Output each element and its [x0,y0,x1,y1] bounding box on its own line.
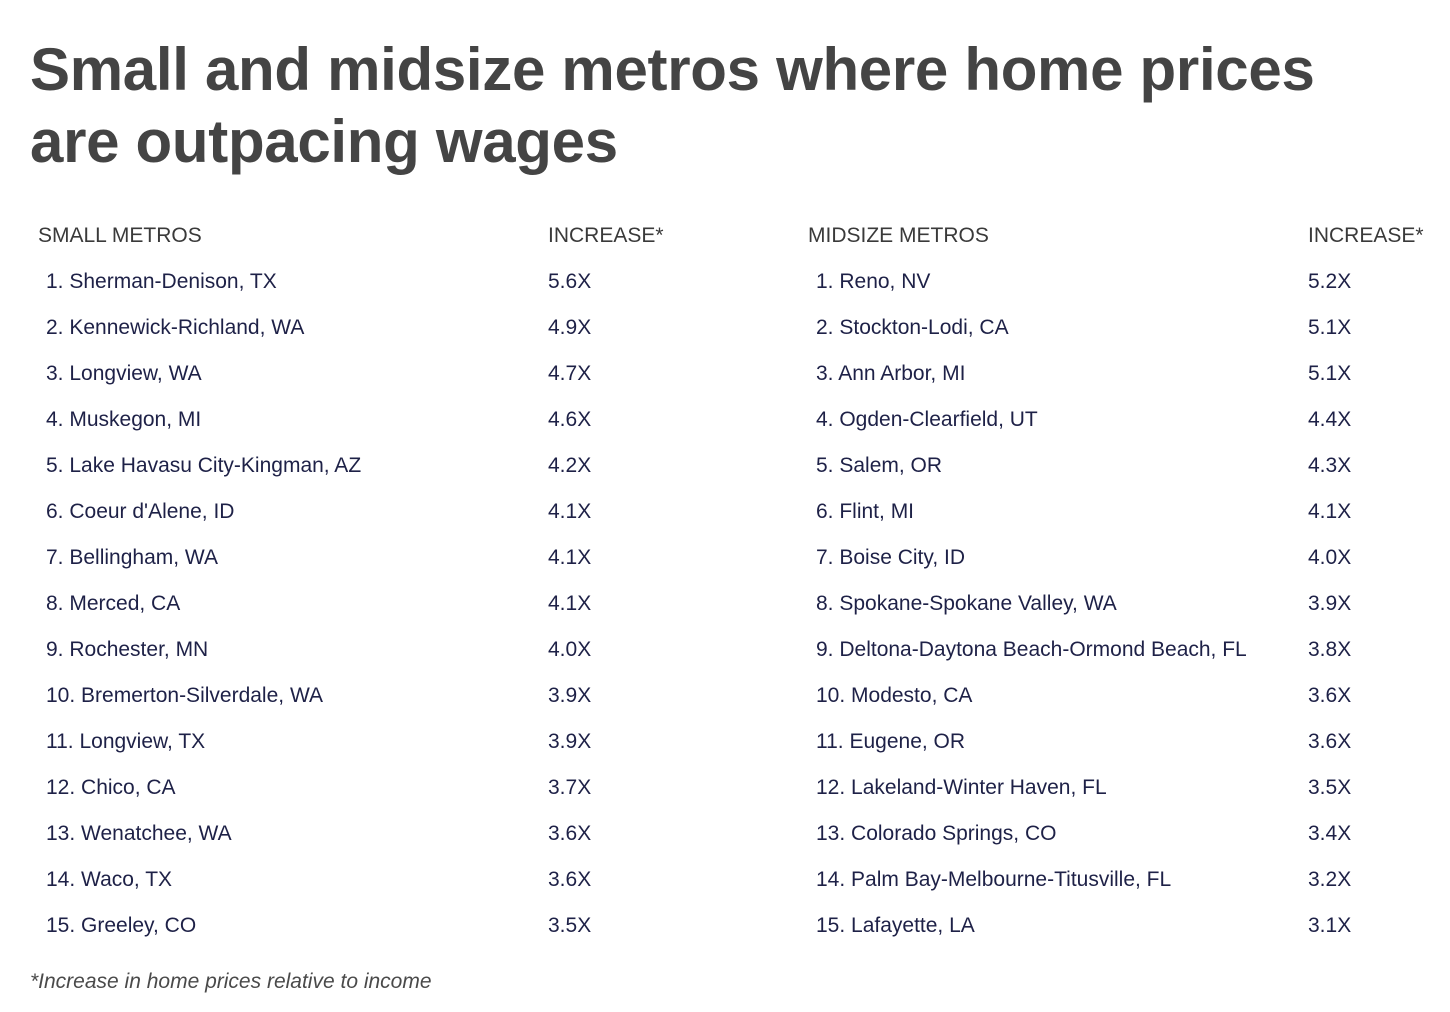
table-row: 9. Rochester, MN 4.0X [46,627,606,673]
metro-name: 4. Muskegon, MI [46,408,202,431]
metro-name: 7. Bellingham, WA [46,546,218,569]
increase-value: 3.8X [1308,638,1352,661]
metro-name: 1. Sherman-Denison, TX [46,270,277,293]
increase-value: 4.1X [1308,500,1352,523]
metro-name: 8. Merced, CA [46,592,181,615]
table-row: 15. Lafayette, LA 3.1X [816,903,1376,949]
metro-name: 11. Longview, TX [46,730,206,753]
table-row: 3. Ann Arbor, MI 5.1X [816,351,1376,397]
table-row: 8. Spokane-Spokane Valley, WA 3.9X [816,581,1376,627]
table-row: 1. Sherman-Denison, TX 5.6X [46,259,606,305]
increase-value: 4.7X [548,362,592,385]
increase-value: 4.1X [548,592,592,615]
metro-name: 15. Lafayette, LA [816,914,975,937]
increase-value: 4.9X [548,316,592,339]
metro-name: 9. Rochester, MN [46,638,209,661]
increase-value: 3.5X [548,914,592,937]
table-row: 6. Flint, MI 4.1X [816,489,1376,535]
increase-value: 5.1X [1308,362,1352,385]
midsize-metros-list: 1. Reno, NV 5.2X 2. Stockton-Lodi, CA 5.1X 3… [816,259,1376,949]
increase-value: 4.1X [548,500,592,523]
midsize-metros-header: MIDSIZE METROS [808,224,989,247]
increase-value: 3.1X [1308,914,1352,937]
small-metros-list: 1. Sherman-Denison, TX 5.6X 2. Kennewick-R… [46,259,606,949]
increase-value: 3.4X [1308,822,1352,845]
table-row: 12. Chico, CA 3.7X [46,765,606,811]
metro-name: 13. Wenatchee, WA [46,822,232,845]
increase-value: 4.0X [548,638,592,661]
table-row: 3. Longview, WA 4.7X [46,351,606,397]
metro-name: 1. Reno, NV [816,270,931,293]
metro-name: 6. Coeur d'Alene, ID [46,500,235,523]
metro-name: 10. Modesto, CA [816,684,973,707]
metro-name: 12. Lakeland-Winter Haven, FL [816,776,1107,799]
metro-name: 5. Salem, OR [816,454,943,477]
table-row: 14. Waco, TX 3.6X [46,857,606,903]
table-row: 5. Salem, OR 4.3X [816,443,1376,489]
increase-value: 4.1X [548,546,592,569]
table-row: 15. Greeley, CO 3.5X [46,903,606,949]
metro-name: 9. Deltona-Daytona Beach-Ormond Beach, F… [816,638,1247,661]
small-metros-header: SMALL METROS [38,224,202,247]
table-row: 12. Lakeland-Winter Haven, FL 3.5X [816,765,1376,811]
metro-name: 14. Waco, TX [46,868,173,891]
increase-value: 3.6X [1308,730,1352,753]
increase-value: 3.6X [548,822,592,845]
table-row: 7. Boise City, ID 4.0X [816,535,1376,581]
metro-name: 8. Spokane-Spokane Valley, WA [816,592,1117,615]
metro-name: 11. Eugene, OR [816,730,966,753]
increase-value: 3.7X [548,776,592,799]
table-row: 14. Palm Bay-Melbourne-Titusville, FL 3.2… [816,857,1376,903]
table-row: 2. Stockton-Lodi, CA 5.1X [816,305,1376,351]
page-title: Small and midsize metros where home pric… [30,36,1315,175]
increase-value: 5.2X [1308,270,1352,293]
metro-name: 10. Bremerton-Silverdale, WA [46,684,323,707]
increase-value: 5.6X [548,270,592,293]
metro-name: 5. Lake Havasu City-Kingman, AZ [46,454,362,477]
metro-name: 4. Ogden-Clearfield, UT [816,408,1038,431]
metro-name: 15. Greeley, CO [46,914,197,937]
increase-value: 3.6X [1308,684,1352,707]
table-row: 10. Bremerton-Silverdale, WA 3.9X [46,673,606,719]
increase-value: 5.1X [1308,316,1352,339]
increase-value: 3.9X [548,730,592,753]
metro-name: 7. Boise City, ID [816,546,965,569]
metro-name: 2. Kennewick-Richland, WA [46,316,305,339]
table-row: 8. Merced, CA 4.1X [46,581,606,627]
increase-value: 3.6X [548,868,592,891]
midsize-increase-header: INCREASE* [1308,224,1424,247]
increase-value: 3.9X [1308,592,1352,615]
increase-value: 3.9X [548,684,592,707]
table-row: 4. Ogden-Clearfield, UT 4.4X [816,397,1376,443]
increase-value: 4.2X [548,454,592,477]
table-row: 11. Eugene, OR 3.6X [816,719,1376,765]
table-row: 6. Coeur d'Alene, ID 4.1X [46,489,606,535]
metro-name: 3. Ann Arbor, MI [816,362,966,385]
metro-name: 13. Colorado Springs, CO [816,822,1057,845]
table-row: 4. Muskegon, MI 4.6X [46,397,606,443]
increase-value: 4.4X [1308,408,1352,431]
metro-name: 3. Longview, WA [46,362,202,385]
table-row: 9. Deltona-Daytona Beach-Ormond Beach, F… [816,627,1376,673]
table-row: 13. Colorado Springs, CO 3.4X [816,811,1376,857]
increase-value: 4.0X [1308,546,1352,569]
footnote: *Increase in home prices relative to inc… [30,970,432,993]
table-row: 7. Bellingham, WA 4.1X [46,535,606,581]
table-row: 5. Lake Havasu City-Kingman, AZ 4.2X [46,443,606,489]
table-row: 1. Reno, NV 5.2X [816,259,1376,305]
table-row: 13. Wenatchee, WA 3.6X [46,811,606,857]
small-increase-header: INCREASE* [548,224,664,247]
metro-name: 2. Stockton-Lodi, CA [816,316,1009,339]
table-row: 10. Modesto, CA 3.6X [816,673,1376,719]
metro-name: 6. Flint, MI [816,500,915,523]
increase-value: 3.2X [1308,868,1352,891]
increase-value: 3.5X [1308,776,1352,799]
increase-value: 4.3X [1308,454,1352,477]
metro-name: 14. Palm Bay-Melbourne-Titusville, FL [816,868,1172,891]
table-row: 11. Longview, TX 3.9X [46,719,606,765]
increase-value: 4.6X [548,408,592,431]
metro-name: 12. Chico, CA [46,776,176,799]
table-row: 2. Kennewick-Richland, WA 4.9X [46,305,606,351]
